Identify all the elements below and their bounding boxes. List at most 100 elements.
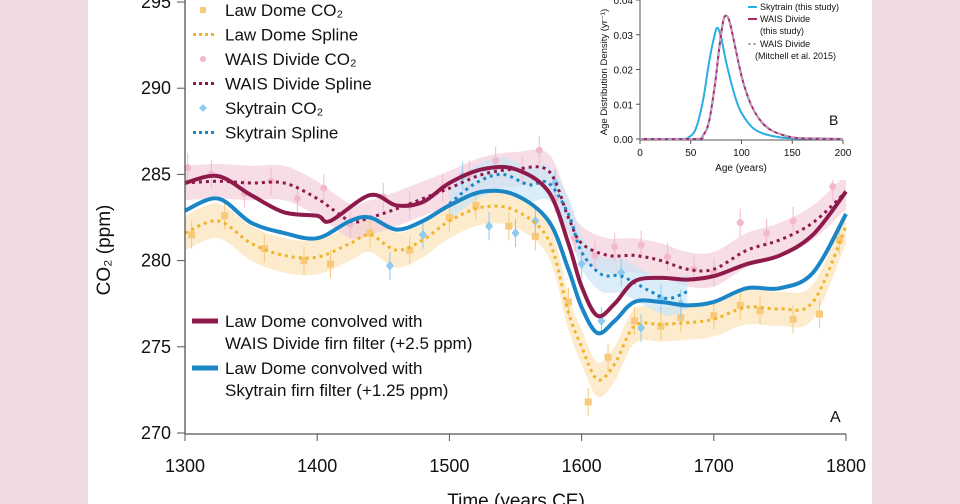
legend-label: Law Dome convolved with [225,359,422,378]
x-tick-label: 1400 [297,456,337,476]
x-axis-label: Time (years CE) [447,491,585,504]
x-tick-label: 1500 [429,456,469,476]
data-point [710,312,718,320]
data-point [326,260,334,268]
data-point [664,253,672,261]
legend-swatch [200,56,206,62]
panel-label-a: A [830,409,841,426]
legend-swatch [199,104,207,112]
data-point [406,246,414,254]
legend-label: Skytrain Spline [225,124,338,143]
data-point [184,164,192,172]
data-point [472,201,480,209]
data-point [445,214,453,221]
data-point [188,231,196,239]
y-tick-label: 275 [141,337,171,357]
data-point [531,232,539,240]
data-point [485,221,494,232]
data-point [221,212,229,220]
data-point [320,184,328,192]
data-point [789,315,797,323]
data-point [611,243,619,251]
data-point [617,267,626,278]
legend-label: Law Dome CO₂ [225,1,343,20]
data-point [505,222,513,230]
inset-legend-label: WAIS Divide [760,39,810,49]
data-point [657,322,665,330]
inset-x-tick-label: 150 [784,148,801,159]
inset-y-tick-label: 0.03 [614,31,634,42]
data-point [736,301,744,309]
inset-x-tick-label: 0 [637,148,643,159]
x-tick-label: 1600 [562,456,602,476]
inset-y-tick-label: 0.04 [614,0,634,7]
data-point [577,259,586,270]
data-point [551,178,560,189]
data-point [829,182,837,190]
legend-label: WAIS Divide Spline [225,75,372,94]
data-point [637,241,645,249]
y-tick-label: 270 [141,423,171,443]
inset-background [590,0,865,180]
data-point [584,398,592,406]
legend-label: WAIS Divide firn filter (+2.5 ppm) [225,334,472,353]
data-point [604,353,612,361]
data-point [564,298,572,306]
series-line [184,188,848,336]
y-tick-label: 285 [141,164,171,184]
inset-y-axis-label: Age Distribution Density (yr⁻¹) [599,9,610,135]
data-point [511,228,520,239]
panel-label-b: B [829,112,838,128]
x-tick-label: 1300 [165,456,205,476]
series-line [184,204,848,382]
data-point [260,245,268,253]
data-point [816,310,824,318]
y-tick-label: 295 [141,0,171,12]
inset-y-tick-label: 0.00 [614,135,634,146]
inset-x-axis-label: Age (years) [715,163,767,174]
uncertainty-band [185,149,846,289]
series-line [448,172,688,301]
inset-x-tick-label: 100 [733,148,750,159]
data-point [756,307,764,315]
data-point [385,260,394,271]
inset-x-tick-label: 200 [835,148,852,159]
x-tick-label: 1800 [826,456,866,476]
inset-legend-label: (Mitchell et al. 2015) [755,51,836,61]
inset-x-tick-label: 50 [685,148,697,159]
uncertainty-band [185,188,846,398]
inset-legend-label: WAIS Divide [760,14,810,24]
legend-label: Skytrain CO₂ [225,99,323,118]
data-point [293,195,301,203]
data-point [597,315,606,326]
data-point [366,229,374,237]
data-point [591,251,599,259]
data-point [763,229,771,237]
data-point [418,229,427,240]
y-tick-label: 280 [141,251,171,271]
data-point [300,257,308,265]
legend-label: Skytrain firn filter (+1.25 ppm) [225,381,448,400]
data-point [531,215,540,226]
data-point [835,236,843,244]
inset-legend-label: Skytrain (this study) [760,2,839,12]
series-line [184,164,848,319]
legend-swatch [200,7,206,13]
data-point [630,317,638,325]
inset-y-tick-label: 0.01 [614,100,634,111]
inset-series-line [639,14,844,141]
data-point [492,157,500,165]
legend-label: Law Dome convolved with [225,312,422,331]
x-tick-label: 1700 [694,456,734,476]
data-point [789,217,797,225]
inset-legend-label: (this study) [760,26,804,36]
data-point [736,219,744,227]
y-axis-label: CO₂ (ppm) [94,205,115,296]
inset-series-line [639,26,844,141]
data-point [535,146,543,154]
inset-y-tick-label: 0.02 [614,66,634,77]
legend-label: Law Dome Spline [225,26,358,45]
y-tick-label: 290 [141,78,171,98]
uncertainty-band [449,157,688,316]
